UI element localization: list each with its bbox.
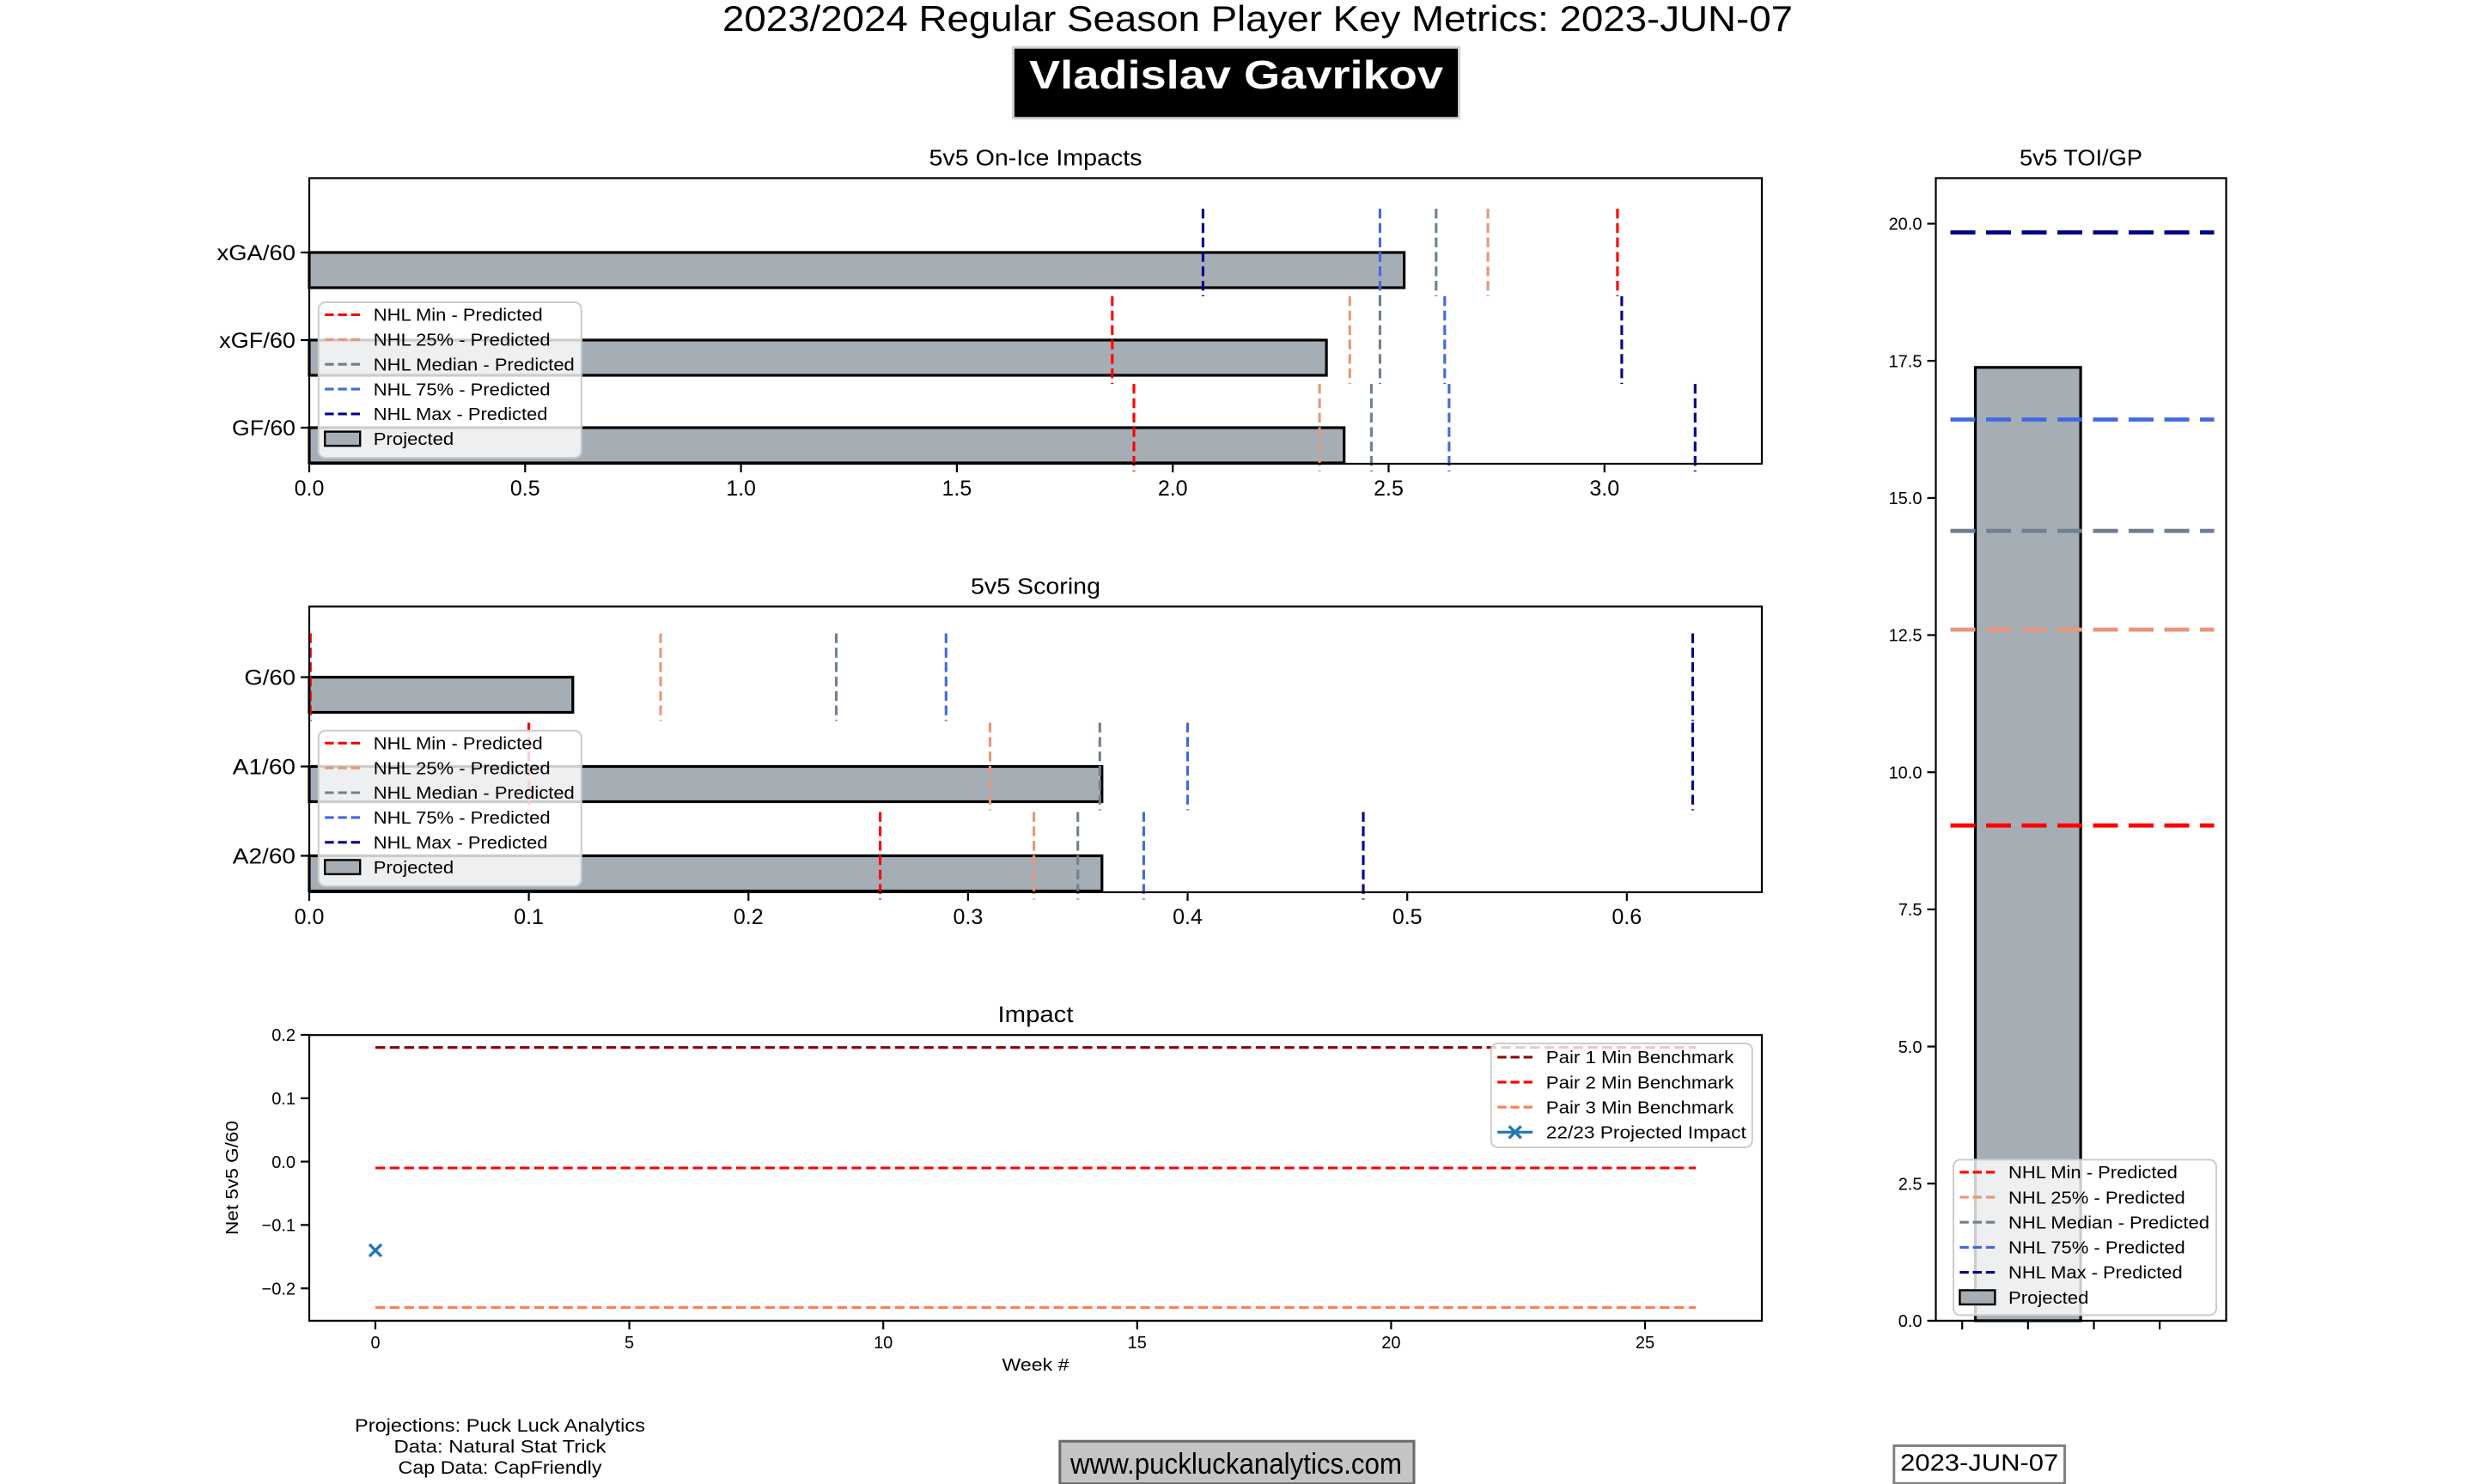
svg-text:15: 15 bbox=[1128, 1334, 1147, 1353]
svg-text:Data: Natural Stat Trick: Data: Natural Stat Trick bbox=[394, 1437, 606, 1457]
svg-text:2023/2024 Regular Season Playe: 2023/2024 Regular Season Player Key Metr… bbox=[722, 0, 1793, 39]
svg-text:1.0: 1.0 bbox=[726, 477, 756, 501]
svg-text:0.5: 0.5 bbox=[1392, 905, 1423, 929]
svg-text:1.5: 1.5 bbox=[942, 477, 972, 501]
svg-text:NHL Median - Predicted: NHL Median - Predicted bbox=[374, 784, 575, 803]
svg-text:NHL Max - Predicted: NHL Max - Predicted bbox=[374, 834, 548, 853]
svg-text:NHL Min - Predicted: NHL Min - Predicted bbox=[374, 735, 543, 754]
svg-text:NHL 25% - Predicted: NHL 25% - Predicted bbox=[374, 331, 551, 350]
svg-text:2.0: 2.0 bbox=[1158, 477, 1188, 501]
svg-text:2.5: 2.5 bbox=[1898, 1175, 1923, 1194]
svg-text:Week #: Week # bbox=[1002, 1356, 1070, 1375]
svg-text:NHL Min - Predicted: NHL Min - Predicted bbox=[374, 307, 543, 325]
svg-text:5.0: 5.0 bbox=[1898, 1038, 1923, 1057]
svg-text:G/60: G/60 bbox=[244, 666, 296, 690]
svg-text:20: 20 bbox=[1381, 1334, 1400, 1353]
svg-text:0.1: 0.1 bbox=[271, 1090, 296, 1109]
svg-text:22/23 Projected Impact: 22/23 Projected Impact bbox=[1546, 1124, 1746, 1143]
svg-text:NHL 25% - Predicted: NHL 25% - Predicted bbox=[374, 759, 551, 778]
svg-text:0.0: 0.0 bbox=[295, 477, 325, 501]
svg-text:NHL 75% - Predicted: NHL 75% - Predicted bbox=[374, 809, 551, 828]
svg-text:−0.1: −0.1 bbox=[262, 1217, 296, 1236]
svg-text:0.3: 0.3 bbox=[954, 905, 984, 929]
svg-text:2.5: 2.5 bbox=[1374, 477, 1404, 501]
svg-text:xGA/60: xGA/60 bbox=[217, 241, 296, 265]
svg-text:5v5 Scoring: 5v5 Scoring bbox=[971, 575, 1100, 599]
svg-text:GF/60: GF/60 bbox=[232, 417, 296, 441]
svg-text:0.0: 0.0 bbox=[295, 905, 325, 929]
svg-text:Vladislav Gavrikov: Vladislav Gavrikov bbox=[1029, 52, 1443, 97]
svg-text:A1/60: A1/60 bbox=[233, 756, 296, 780]
svg-text:0.6: 0.6 bbox=[1612, 905, 1642, 929]
svg-text:xGF/60: xGF/60 bbox=[219, 329, 296, 353]
svg-text:10.0: 10.0 bbox=[1889, 763, 1923, 782]
svg-text:NHL Max - Predicted: NHL Max - Predicted bbox=[2008, 1264, 2183, 1283]
svg-text:5v5 TOI/GP: 5v5 TOI/GP bbox=[2020, 146, 2142, 170]
svg-text:0.5: 0.5 bbox=[510, 477, 540, 501]
svg-text:Projected: Projected bbox=[374, 859, 454, 878]
svg-text:5v5 On-Ice Impacts: 5v5 On-Ice Impacts bbox=[929, 146, 1143, 170]
svg-text:Pair 1 Min Benchmark: Pair 1 Min Benchmark bbox=[1546, 1049, 1734, 1067]
svg-text:0.2: 0.2 bbox=[734, 905, 764, 929]
svg-text:NHL Min - Predicted: NHL Min - Predicted bbox=[2008, 1164, 2178, 1183]
svg-text:NHL 25% - Predicted: NHL 25% - Predicted bbox=[2008, 1189, 2185, 1207]
svg-text:12.5: 12.5 bbox=[1889, 627, 1923, 646]
svg-text:Projections: Puck Luck Analyti: Projections: Puck Luck Analytics bbox=[355, 1415, 645, 1436]
svg-text:NHL 75% - Predicted: NHL 75% - Predicted bbox=[2008, 1239, 2185, 1258]
svg-text:15.0: 15.0 bbox=[1889, 490, 1923, 508]
svg-text:0.0: 0.0 bbox=[271, 1153, 296, 1172]
svg-text:NHL Max - Predicted: NHL Max - Predicted bbox=[374, 405, 548, 424]
svg-text:5: 5 bbox=[625, 1334, 634, 1353]
svg-text:Cap Data: CapFriendly: Cap Data: CapFriendly bbox=[399, 1457, 602, 1478]
svg-text:NHL Median - Predicted: NHL Median - Predicted bbox=[374, 356, 575, 374]
svg-text:NHL Median - Predicted: NHL Median - Predicted bbox=[2008, 1213, 2209, 1232]
svg-text:0: 0 bbox=[370, 1334, 380, 1353]
svg-text:Pair 2 Min Benchmark: Pair 2 Min Benchmark bbox=[1546, 1073, 1734, 1092]
svg-text:A2/60: A2/60 bbox=[233, 845, 296, 869]
svg-text:17.5: 17.5 bbox=[1889, 352, 1923, 371]
svg-text:Projected: Projected bbox=[374, 430, 454, 449]
svg-text:Projected: Projected bbox=[2008, 1289, 2088, 1308]
svg-text:3.0: 3.0 bbox=[1589, 477, 1619, 501]
svg-text:Pair 3 Min Benchmark: Pair 3 Min Benchmark bbox=[1546, 1098, 1734, 1117]
svg-text:2023-JUN-07: 2023-JUN-07 bbox=[1900, 1450, 2058, 1476]
svg-text:25: 25 bbox=[1636, 1334, 1654, 1353]
svg-text:0.1: 0.1 bbox=[514, 905, 544, 929]
svg-text:10: 10 bbox=[874, 1334, 893, 1353]
svg-text:7.5: 7.5 bbox=[1898, 901, 1923, 920]
svg-text:0.2: 0.2 bbox=[271, 1026, 296, 1045]
svg-text:NHL 75% - Predicted: NHL 75% - Predicted bbox=[374, 380, 551, 399]
svg-text:Impact: Impact bbox=[998, 1003, 1074, 1027]
svg-text:www.puckluckanalytics.com: www.puckluckanalytics.com bbox=[1069, 1448, 1402, 1481]
svg-text:Net 5v5 G/60: Net 5v5 G/60 bbox=[223, 1121, 242, 1235]
svg-text:20.0: 20.0 bbox=[1889, 216, 1923, 234]
svg-text:0.0: 0.0 bbox=[1898, 1312, 1923, 1331]
svg-text:0.4: 0.4 bbox=[1173, 905, 1203, 929]
svg-text:−0.2: −0.2 bbox=[262, 1280, 296, 1298]
